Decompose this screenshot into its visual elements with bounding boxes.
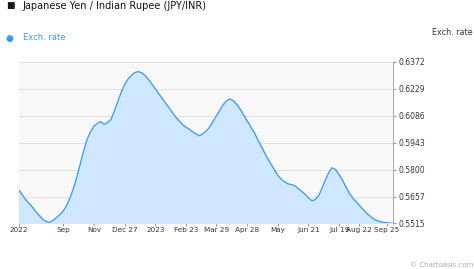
- Text: Exch. rate: Exch. rate: [432, 28, 473, 37]
- Text: © Chartoasis.com: © Chartoasis.com: [410, 262, 473, 268]
- Text: ●: ●: [6, 34, 14, 43]
- Text: ■: ■: [6, 1, 14, 10]
- Text: Exch. rate: Exch. rate: [23, 33, 65, 42]
- Text: Japanese Yen / Indian Rupee (JPY/INR): Japanese Yen / Indian Rupee (JPY/INR): [23, 1, 207, 11]
